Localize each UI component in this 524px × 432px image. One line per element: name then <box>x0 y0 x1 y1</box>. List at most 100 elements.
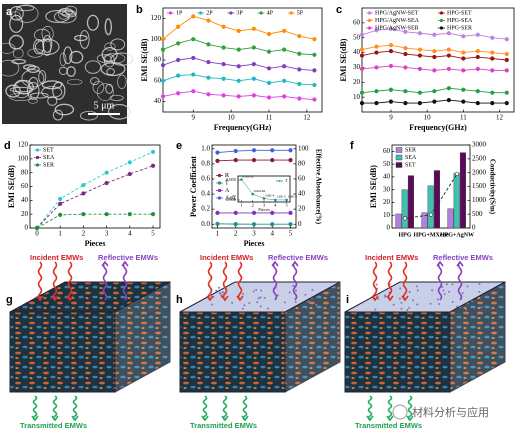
y2-tick-label: 20 <box>298 205 306 213</box>
nanowire-node <box>311 288 314 291</box>
legend-swatch <box>395 154 403 161</box>
nanowire-node <box>217 286 220 289</box>
incident-wave-head <box>386 295 394 302</box>
nanowire-node <box>456 305 459 308</box>
reflective-wave <box>272 261 278 301</box>
fiber <box>33 39 45 55</box>
marker <box>359 47 365 52</box>
transmitted-wave <box>242 395 248 421</box>
marker <box>270 157 275 163</box>
incident-wave-head <box>206 295 214 302</box>
x-axis-title: Pieces <box>258 207 270 212</box>
marker <box>251 45 256 50</box>
marker <box>266 95 272 100</box>
marker <box>274 198 277 202</box>
nanowire-node <box>248 302 251 305</box>
nanowire-node <box>267 307 270 310</box>
y-axis-title: Power Coefficient <box>189 156 198 217</box>
legend-marker <box>439 26 444 30</box>
x-axis-title: Frequency(GHz) <box>409 123 467 132</box>
fiber <box>80 110 98 121</box>
nanowire-node <box>257 297 260 300</box>
marker <box>504 100 509 106</box>
marker <box>432 99 437 104</box>
fiber <box>45 10 70 23</box>
y2-tick-label: 40 <box>298 190 306 198</box>
marker <box>475 66 480 72</box>
incident-label: Incident EMWs <box>365 253 418 262</box>
marker <box>288 210 293 216</box>
legend-label: A <box>225 188 230 194</box>
marker <box>221 45 226 50</box>
x-tick-label: HPG <box>399 232 412 238</box>
marker <box>150 212 156 217</box>
marker <box>233 222 238 227</box>
marker <box>206 18 211 23</box>
nanowire-node <box>445 283 448 286</box>
incident-wave-head <box>36 295 44 302</box>
y-tick-label: 40 <box>21 196 29 204</box>
fiber <box>73 34 88 42</box>
legend-marker <box>367 11 372 15</box>
marker <box>432 48 437 54</box>
panel-label: g <box>6 294 13 306</box>
y-tick-label: 10 <box>353 93 361 101</box>
nanowire-node <box>480 306 483 309</box>
marker <box>176 24 181 29</box>
bar <box>421 212 428 229</box>
incident-wave-head <box>66 295 74 302</box>
fiber <box>106 68 115 76</box>
y-tick-label: 0.005 <box>226 177 237 182</box>
fiber <box>63 46 73 65</box>
marker <box>446 86 451 91</box>
marker <box>312 52 317 57</box>
marker <box>297 67 302 72</box>
marker <box>388 48 394 54</box>
x-tick-label: 4 <box>274 203 277 208</box>
marker <box>312 97 317 102</box>
nanowire-node <box>478 290 481 293</box>
nanowire-node <box>243 304 246 307</box>
y-tick-label: 80 <box>154 56 162 64</box>
marker <box>251 222 257 227</box>
nanowire-node <box>384 295 387 298</box>
marker <box>221 93 226 98</box>
marker <box>34 225 40 231</box>
legend-marker <box>289 11 293 15</box>
diagram: Incident EMWs Reflective EMWs Transmitted … <box>179 253 341 430</box>
transmitted-label: Transmitted EMWs <box>355 421 422 430</box>
transmitted-wave-head <box>241 415 249 422</box>
y-tick-label: 40 <box>154 97 162 105</box>
legend-label: SET <box>405 162 416 168</box>
legend-marker <box>367 26 372 30</box>
nanowire-node <box>399 287 402 290</box>
legend-swatch <box>395 147 403 153</box>
y-tick-label: 40 <box>353 48 361 56</box>
legend-label: T <box>285 178 288 183</box>
marker <box>297 51 302 56</box>
marker <box>251 26 256 31</box>
fiber <box>86 14 100 31</box>
incident-wave-head <box>221 295 229 302</box>
reflective-wave <box>292 261 298 301</box>
marker <box>233 148 238 154</box>
nanowire-node <box>260 289 263 292</box>
legend-marker <box>439 18 444 23</box>
nanowire-node <box>392 303 395 306</box>
panel-label: i <box>346 294 349 306</box>
marker <box>150 149 156 155</box>
transmitted-wave-head <box>221 415 229 422</box>
fiber <box>16 5 35 12</box>
incident-wave <box>402 261 408 301</box>
marker <box>417 100 423 106</box>
x-tick-label: 0 <box>35 230 39 238</box>
marker <box>176 73 181 78</box>
x-tick-label: 1 <box>58 230 62 238</box>
nanowire-node <box>241 307 244 310</box>
fiber <box>38 70 47 84</box>
legend-label: Aeff <box>225 194 236 201</box>
marker <box>461 56 466 61</box>
marker <box>221 24 226 29</box>
marker <box>432 54 437 60</box>
